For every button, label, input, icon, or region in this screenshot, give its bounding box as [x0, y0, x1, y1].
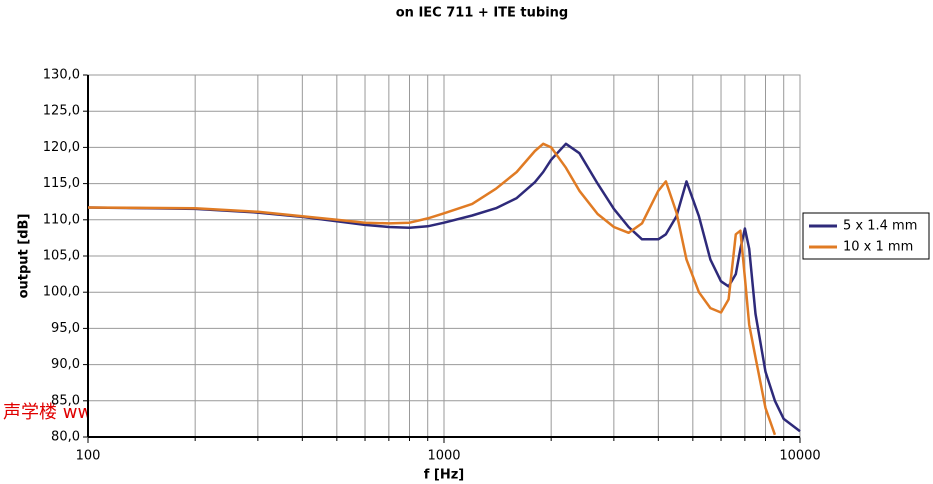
y-tick-label: 105,0 [43, 249, 80, 264]
series-line [87, 142, 777, 436]
chart-title: on IEC 711 + ITE tubing [396, 6, 568, 21]
x-tick-label: 100 [76, 449, 101, 464]
legend-label: 5 x 1.4 mm [843, 219, 917, 234]
x-tick-label: 10000 [779, 449, 820, 464]
x-axis-label: f [Hz] [424, 468, 465, 483]
legend-label: 10 x 1 mm [843, 240, 913, 255]
series-line [87, 142, 801, 433]
y-axis-label: output [dB] [17, 214, 32, 299]
y-tick-label: 120,0 [43, 140, 80, 155]
y-tick-label: 130,0 [43, 68, 80, 83]
legend-box [802, 212, 930, 260]
y-tick-label: 80,0 [51, 430, 80, 445]
y-tick-label: 115,0 [43, 176, 80, 191]
y-tick-label: 90,0 [51, 357, 80, 372]
x-tick-label: 1000 [427, 449, 460, 464]
y-tick-label: 95,0 [51, 321, 80, 336]
y-tick-label: 110,0 [43, 212, 80, 227]
y-tick-label: 85,0 [51, 393, 80, 408]
y-tick-label: 100,0 [43, 285, 80, 300]
y-tick-label: 125,0 [43, 104, 80, 119]
